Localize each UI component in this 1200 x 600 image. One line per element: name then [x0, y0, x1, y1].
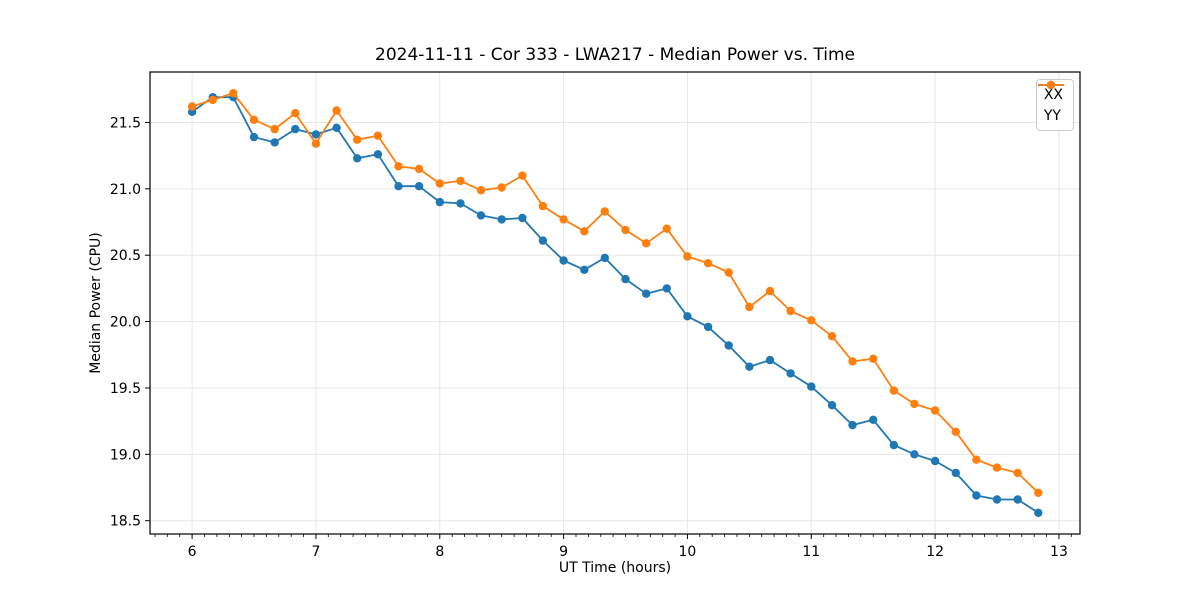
svg-text:8: 8	[435, 544, 444, 560]
svg-text:18.5: 18.5	[110, 514, 141, 530]
svg-text:6: 6	[188, 544, 197, 560]
legend: XX YY	[1035, 79, 1074, 131]
chart-title: 2024-11-11 - Cor 333 - LWA217 - Median P…	[375, 45, 855, 65]
x-axis-label: UT Time (hours)	[558, 560, 672, 576]
svg-text:9: 9	[559, 544, 568, 560]
legend-label-yy: YY	[1043, 107, 1061, 124]
svg-text:19.0: 19.0	[110, 447, 141, 463]
svg-text:20.0: 20.0	[110, 315, 141, 331]
x-axis-ticks: 6 7 8 9 10 11 12 13	[188, 534, 1068, 560]
plot-border	[149, 71, 1081, 535]
y-axis-ticks: 18.5 19.0 19.5 20.0 20.5 21.0 21.5	[110, 115, 150, 530]
svg-text:7: 7	[311, 544, 320, 560]
svg-text:21.0: 21.0	[110, 182, 141, 198]
series-XX	[187, 93, 1043, 517]
svg-text:10: 10	[679, 544, 697, 560]
legend-line-marker-icon	[1037, 80, 1064, 90]
svg-text:20.5: 20.5	[110, 248, 141, 264]
legend-item-yy: YY	[1037, 80, 1064, 126]
series-YY	[187, 89, 1043, 497]
svg-text:19.5: 19.5	[110, 381, 141, 397]
svg-text:12: 12	[926, 544, 944, 560]
legend-label-xx: XX	[1043, 86, 1063, 103]
svg-text:13: 13	[1050, 544, 1068, 560]
svg-text:11: 11	[802, 544, 820, 560]
svg-text:21.5: 21.5	[110, 115, 141, 131]
y-axis-label: Median Power (CPU)	[88, 232, 104, 374]
